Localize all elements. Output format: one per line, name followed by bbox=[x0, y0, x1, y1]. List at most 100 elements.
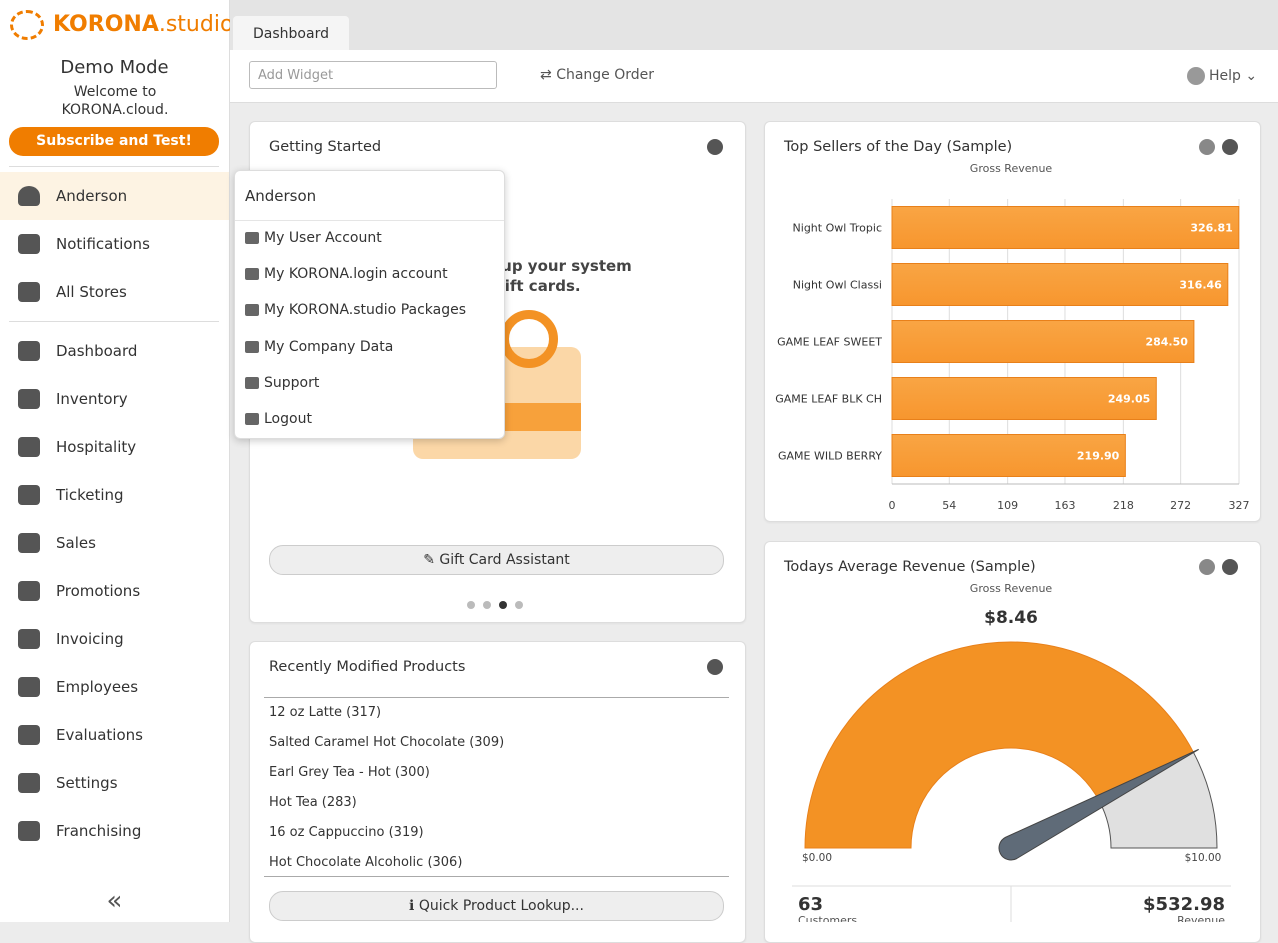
nav-label: Dashboard bbox=[56, 342, 138, 360]
nav-item[interactable]: All Stores bbox=[0, 268, 229, 316]
sidebar: KORONA.studio Demo Mode Welcome to KORON… bbox=[0, 0, 233, 922]
nav-label: All Stores bbox=[56, 283, 127, 301]
nav-item[interactable]: Sales bbox=[0, 519, 229, 567]
lookup-button[interactable]: ℹ Quick Product Lookup... bbox=[269, 891, 724, 921]
gauge-tick-label: $0.00 bbox=[802, 852, 832, 864]
stat-label: Revenue bbox=[1177, 914, 1225, 922]
x-tick-label: 272 bbox=[1170, 499, 1191, 512]
collapse-button[interactable]: « bbox=[106, 886, 123, 916]
help[interactable]: Help ⌄ bbox=[1187, 67, 1257, 85]
nav-icon bbox=[18, 821, 40, 841]
nav-label: Promotions bbox=[56, 582, 141, 600]
add-widget-select[interactable]: Add Widget bbox=[249, 61, 497, 89]
intro-line: gift cards. bbox=[494, 277, 581, 295]
user-nav[interactable]: Anderson bbox=[0, 172, 229, 220]
x-tick-label: 54 bbox=[942, 499, 956, 512]
x-tick-label: 218 bbox=[1113, 499, 1134, 512]
nav-item[interactable]: Ticketing bbox=[0, 471, 229, 519]
product-item: Hot Tea (283) bbox=[269, 795, 357, 810]
stat-value: 63 bbox=[798, 894, 823, 915]
change-order[interactable]: ⇄ Change Order bbox=[540, 67, 655, 83]
intro-line: tup your system bbox=[494, 257, 632, 275]
nav-item[interactable]: Promotions bbox=[0, 567, 229, 615]
x-tick-label: 0 bbox=[889, 499, 896, 512]
menu-item[interactable]: My Company Data bbox=[245, 339, 393, 355]
card-title: Top Sellers of the Day (Sample) bbox=[784, 139, 1013, 155]
tab-bar bbox=[230, 0, 1278, 50]
nav-item[interactable]: Invoicing bbox=[0, 615, 229, 663]
menu-item[interactable]: Logout bbox=[245, 411, 312, 427]
gift-card-button[interactable]: ✎ Gift Card Assistant bbox=[269, 545, 724, 575]
product-item: 12 oz Latte (317) bbox=[269, 705, 382, 720]
nav-label: Notifications bbox=[56, 235, 150, 253]
nav-icon bbox=[18, 581, 40, 601]
x-tick-label: 109 bbox=[997, 499, 1018, 512]
nav-icon bbox=[18, 629, 40, 649]
carousel-dots bbox=[467, 601, 523, 609]
tab[interactable]: Dashboard bbox=[233, 16, 349, 50]
bar bbox=[891, 320, 1195, 363]
nav-item[interactable]: Hospitality bbox=[0, 423, 229, 471]
separator bbox=[264, 697, 729, 698]
menu-title: Anderson bbox=[245, 187, 317, 205]
menu-label: My KORONA.studio Packages bbox=[264, 302, 467, 319]
y-tick-label: GAME WILD BERRY bbox=[778, 450, 882, 463]
settings-button[interactable] bbox=[1199, 139, 1215, 155]
intro-text: tup your system gift cards. bbox=[494, 256, 632, 296]
nav-label: Hospitality bbox=[56, 438, 137, 456]
menu-item[interactable]: Support bbox=[245, 375, 319, 391]
bar-value-label: 249.05 bbox=[1108, 393, 1150, 406]
close-button[interactable] bbox=[1222, 139, 1238, 155]
close-button[interactable] bbox=[707, 139, 723, 155]
nav-item[interactable]: Dashboard bbox=[0, 327, 229, 375]
close-button[interactable] bbox=[707, 659, 723, 675]
user-menu: Anderson My User Account My KORONA.login … bbox=[234, 170, 505, 439]
menu-item[interactable]: My User Account bbox=[245, 230, 382, 246]
nav-label: Invoicing bbox=[56, 630, 124, 648]
chart-subtitle: Gross Revenue bbox=[970, 582, 1053, 595]
nav-icon bbox=[18, 341, 40, 361]
chart-subtitle: Gross Revenue bbox=[970, 162, 1053, 175]
nav-icon bbox=[18, 389, 40, 409]
nav-icon bbox=[18, 725, 40, 745]
nav-icon bbox=[18, 677, 40, 697]
nav-item[interactable]: Settings bbox=[0, 759, 229, 807]
menu-label: My User Account bbox=[264, 230, 382, 246]
gauge-value-label: $8.46 bbox=[984, 608, 1038, 628]
nav-icon bbox=[18, 485, 40, 505]
menu-item[interactable]: My KORONA.studio Packages bbox=[245, 302, 466, 318]
subscribe-button[interactable]: Subscribe and Test! bbox=[9, 127, 219, 156]
change-order-label: Change Order bbox=[556, 67, 655, 83]
recent-products-card: Recently Modified Products 12 oz Latte (… bbox=[249, 641, 746, 943]
menu-label: My KORONA.login account bbox=[264, 266, 448, 283]
nav-item[interactable]: Franchising bbox=[0, 807, 229, 855]
card-title: Getting Started bbox=[269, 139, 382, 155]
bar bbox=[891, 434, 1126, 477]
welcome: Welcome to KORONA.cloud. bbox=[61, 84, 169, 118]
menu-item[interactable]: My KORONA.login account bbox=[245, 266, 448, 282]
nav-icon bbox=[18, 773, 40, 793]
nav-label: Sales bbox=[56, 534, 96, 552]
brand: KORONA.studio bbox=[53, 12, 233, 37]
nav-icon bbox=[18, 234, 40, 254]
nav-icon bbox=[18, 437, 40, 457]
nav-item[interactable]: Notifications bbox=[0, 220, 229, 268]
menu-icon bbox=[245, 268, 259, 281]
nav-item[interactable]: Inventory bbox=[0, 375, 229, 423]
nav-label: Evaluations bbox=[56, 726, 143, 744]
nav-item[interactable]: Evaluations bbox=[0, 711, 229, 759]
close-button[interactable] bbox=[1222, 559, 1238, 575]
brand-name: KORONA bbox=[53, 12, 159, 37]
nav-item[interactable]: Employees bbox=[0, 663, 229, 711]
charts: Gross Revenue 0 54 109 163 218 272 327 Night Owl… bbox=[775, 162, 1250, 922]
stat-value: $532.98 bbox=[1143, 894, 1225, 915]
user-name: Anderson bbox=[56, 187, 128, 205]
settings-button[interactable] bbox=[1199, 559, 1215, 575]
gauge-fill bbox=[804, 641, 1195, 849]
nav-label: Settings bbox=[56, 774, 118, 792]
nav-label: Employees bbox=[56, 678, 139, 696]
help-label: Help bbox=[1209, 68, 1241, 84]
button-label: Gift Card Assistant bbox=[439, 552, 570, 568]
product-item: 16 oz Cappuccino (319) bbox=[269, 825, 424, 840]
